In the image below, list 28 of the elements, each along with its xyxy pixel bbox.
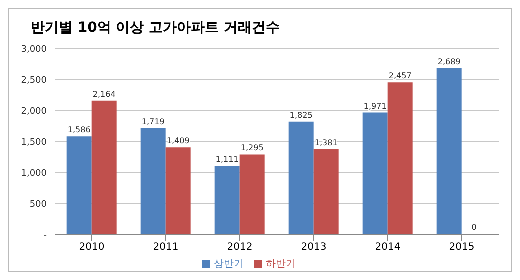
- x-tick-label: 2012: [227, 242, 253, 254]
- data-label: 1,295: [240, 144, 264, 153]
- data-label: 0: [472, 223, 477, 232]
- data-label: 1,409: [166, 136, 190, 146]
- y-tick-label: -: [44, 231, 47, 242]
- x-tick-label: 2014: [375, 242, 401, 254]
- legend-label: 상반기: [214, 259, 244, 270]
- y-tick-label: 2,000: [21, 107, 48, 118]
- x-tick-label: 2010: [79, 242, 105, 254]
- y-tick-label: 1,000: [21, 169, 48, 180]
- data-label: 2,164: [92, 90, 116, 99]
- data-label: 2,457: [388, 72, 412, 81]
- data-label: 1,719: [142, 117, 165, 126]
- y-tick-label: 500: [30, 200, 48, 210]
- x-tick-label: 2011: [153, 242, 179, 254]
- x-tick-label: 2015: [449, 242, 475, 254]
- x-tick-label: 2013: [301, 242, 327, 254]
- chart-title: 반기별 10억 이상 고가아파트 거래건수: [30, 19, 281, 38]
- data-label: 1,971: [364, 102, 387, 111]
- y-tick-label: 3,000: [21, 45, 48, 56]
- data-label: 1,111: [216, 155, 239, 164]
- y-tick-label: 2,500: [21, 76, 48, 86]
- y-tick-label: 1,500: [21, 138, 48, 148]
- data-label: 1,381: [314, 138, 338, 148]
- data-label: 1,586: [68, 126, 91, 135]
- legend-label: 하반기: [266, 259, 296, 270]
- data-label: 1,825: [290, 110, 313, 120]
- data-label: 2,689: [438, 57, 461, 66]
